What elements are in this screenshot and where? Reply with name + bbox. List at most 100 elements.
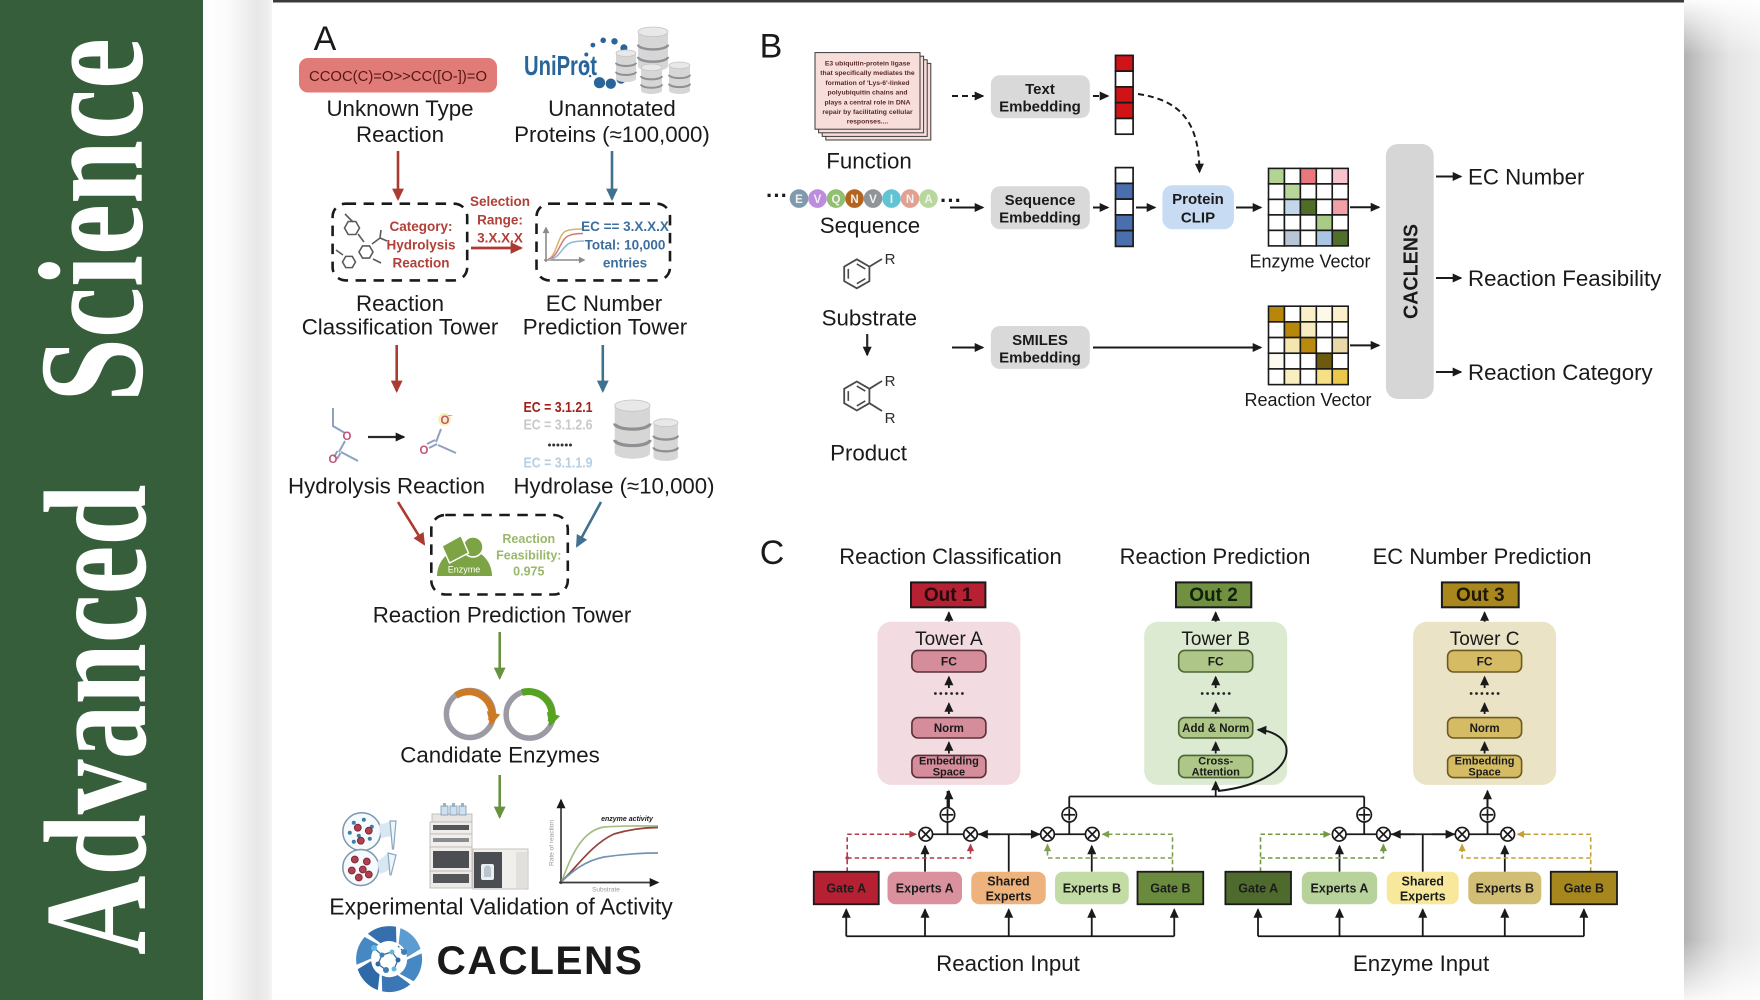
svg-text:Reaction Prediction: Reaction Prediction [1120,544,1311,569]
svg-text:Embedding: Embedding [919,756,979,768]
svg-text:O: O [420,445,429,457]
svg-text:Function: Function [826,149,912,174]
svg-text:Experimental Validation of Act: Experimental Validation of Activity [329,894,673,920]
svg-text:V: V [869,194,877,206]
svg-text:Experts B: Experts B [1063,882,1121,896]
svg-text:···: ··· [766,183,788,208]
svg-text:responses....: responses.... [847,119,889,126]
svg-text:E3 ubiquitin-protein ligase: E3 ubiquitin-protein ligase [825,61,911,68]
svg-text:I: I [890,194,893,206]
svg-text:Reaction Classification: Reaction Classification [839,544,1062,569]
svg-text:Reaction: Reaction [356,291,444,316]
svg-text:CACLENS: CACLENS [1400,224,1422,319]
svg-text:Protein: Protein [1172,191,1224,208]
svg-text:Sequence: Sequence [820,213,920,238]
svg-text:Feasibility:: Feasibility: [496,549,561,563]
svg-text:Out 2: Out 2 [1189,585,1238,606]
svg-text:Hydrolysis Reaction: Hydrolysis Reaction [288,474,485,499]
svg-text:Substrate: Substrate [822,306,917,331]
svg-text:Embedding: Embedding [999,350,1081,367]
svg-text:Cross-: Cross- [1198,756,1233,768]
svg-text:Embedding: Embedding [999,99,1081,116]
svg-text:Tower A: Tower A [915,629,983,650]
svg-text:⁻: ⁻ [447,412,453,424]
svg-text:Category:: Category: [389,219,452,234]
svg-text:EC = 3.1.2.6: EC = 3.1.2.6 [524,417,593,434]
svg-text:repair by facilitating cellula: repair by facilitating cellular [822,109,913,116]
svg-text:3.X.X.X: 3.X.X.X [477,231,523,246]
svg-text:Shared: Shared [987,875,1029,889]
svg-text:Advanced: Advanced [15,484,177,955]
svg-text:CLIP: CLIP [1181,210,1215,227]
svg-text:Out 3: Out 3 [1456,585,1505,606]
svg-text:Reaction Vector: Reaction Vector [1244,390,1371,410]
svg-text:Selection: Selection [470,194,530,209]
svg-text:Unannotated: Unannotated [548,96,676,121]
svg-text:Enzyme Vector: Enzyme Vector [1249,252,1370,272]
svg-text:SMILES: SMILES [1012,332,1068,349]
svg-text:Gate A: Gate A [826,882,866,896]
svg-text:Tower C: Tower C [1450,629,1520,650]
svg-text:N: N [906,194,914,206]
svg-text:···: ··· [940,188,962,213]
svg-text:Experts B: Experts B [1476,882,1534,896]
svg-text:C: C [760,534,785,572]
svg-text:FC: FC [941,655,957,669]
svg-text:Enzyme Input: Enzyme Input [1353,951,1490,976]
svg-text:Gate B: Gate B [1150,882,1190,896]
svg-text:R: R [885,251,896,268]
svg-text:Science: Science [8,38,174,402]
svg-text:Space: Space [1468,766,1500,778]
svg-text:EC Number: EC Number [546,291,663,316]
svg-text:Range:: Range: [477,213,523,228]
svg-text:Rate of reaction: Rate of reaction [549,820,556,866]
svg-text:EC == 3.X.X.X: EC == 3.X.X.X [581,219,669,234]
svg-text:Embedding: Embedding [999,210,1081,227]
svg-text:EC = 3.1.2.1: EC = 3.1.2.1 [524,399,593,416]
svg-text:Text: Text [1025,81,1055,98]
svg-text:CACLENS: CACLENS [437,939,644,983]
svg-text:Tower B: Tower B [1181,629,1250,650]
svg-text:Substrate: Substrate [592,887,620,894]
svg-text:Reaction Category: Reaction Category [1468,360,1654,385]
svg-text:Reaction Prediction Tower: Reaction Prediction Tower [373,603,632,628]
svg-text:V: V [814,194,822,206]
svg-text:FC: FC [1208,655,1224,669]
svg-text:formation of 'Lys-6'-linked: formation of 'Lys-6'-linked [825,80,909,87]
svg-text:Out 1: Out 1 [924,585,973,606]
svg-text:O: O [441,415,450,427]
svg-text:CCOC(C)=O>>CC([O-])=O: CCOC(C)=O>>CC([O-])=O [309,69,487,85]
svg-text:Shared: Shared [1402,875,1444,889]
svg-text:Embedding: Embedding [1455,756,1515,768]
svg-text:0.975: 0.975 [513,565,544,579]
svg-text:N: N [850,194,858,206]
svg-text:Space: Space [933,766,965,778]
svg-text:enzyme activity: enzyme activity [601,816,654,823]
svg-text:Hydrolysis: Hydrolysis [386,238,455,253]
svg-text:Experts: Experts [1400,890,1446,904]
svg-text:R: R [885,373,896,390]
svg-text:Experts A: Experts A [896,882,954,896]
svg-text:Norm: Norm [934,723,964,735]
svg-text:Candidate Enzymes: Candidate Enzymes [400,743,600,768]
svg-text:O: O [329,454,338,466]
svg-text:Q: Q [832,194,841,206]
svg-text:Reaction: Reaction [502,532,555,546]
svg-text:Norm: Norm [1470,723,1500,735]
svg-text:EC = 3.1.1.9: EC = 3.1.1.9 [524,455,593,472]
svg-text:A: A [924,194,932,206]
svg-text:Reaction Feasibility: Reaction Feasibility [1468,266,1662,291]
svg-text:Prediction Tower: Prediction Tower [523,315,688,340]
svg-text:Sequence: Sequence [1005,192,1076,209]
svg-text:Proteins (≈100,000): Proteins (≈100,000) [514,122,710,147]
svg-text:EC Number: EC Number [1468,165,1585,190]
svg-text:plays a central role in DNA: plays a central role in DNA [824,99,910,106]
svg-text:E: E [795,194,803,206]
svg-text:Experts A: Experts A [1311,882,1369,896]
svg-text:entries: entries [603,256,647,271]
svg-text:Product: Product [830,441,908,466]
svg-text:A: A [314,20,337,58]
svg-text:polyubiquitin chains and: polyubiquitin chains and [827,90,907,97]
svg-text:Reaction: Reaction [356,122,444,147]
svg-text:Gate A: Gate A [1238,882,1278,896]
